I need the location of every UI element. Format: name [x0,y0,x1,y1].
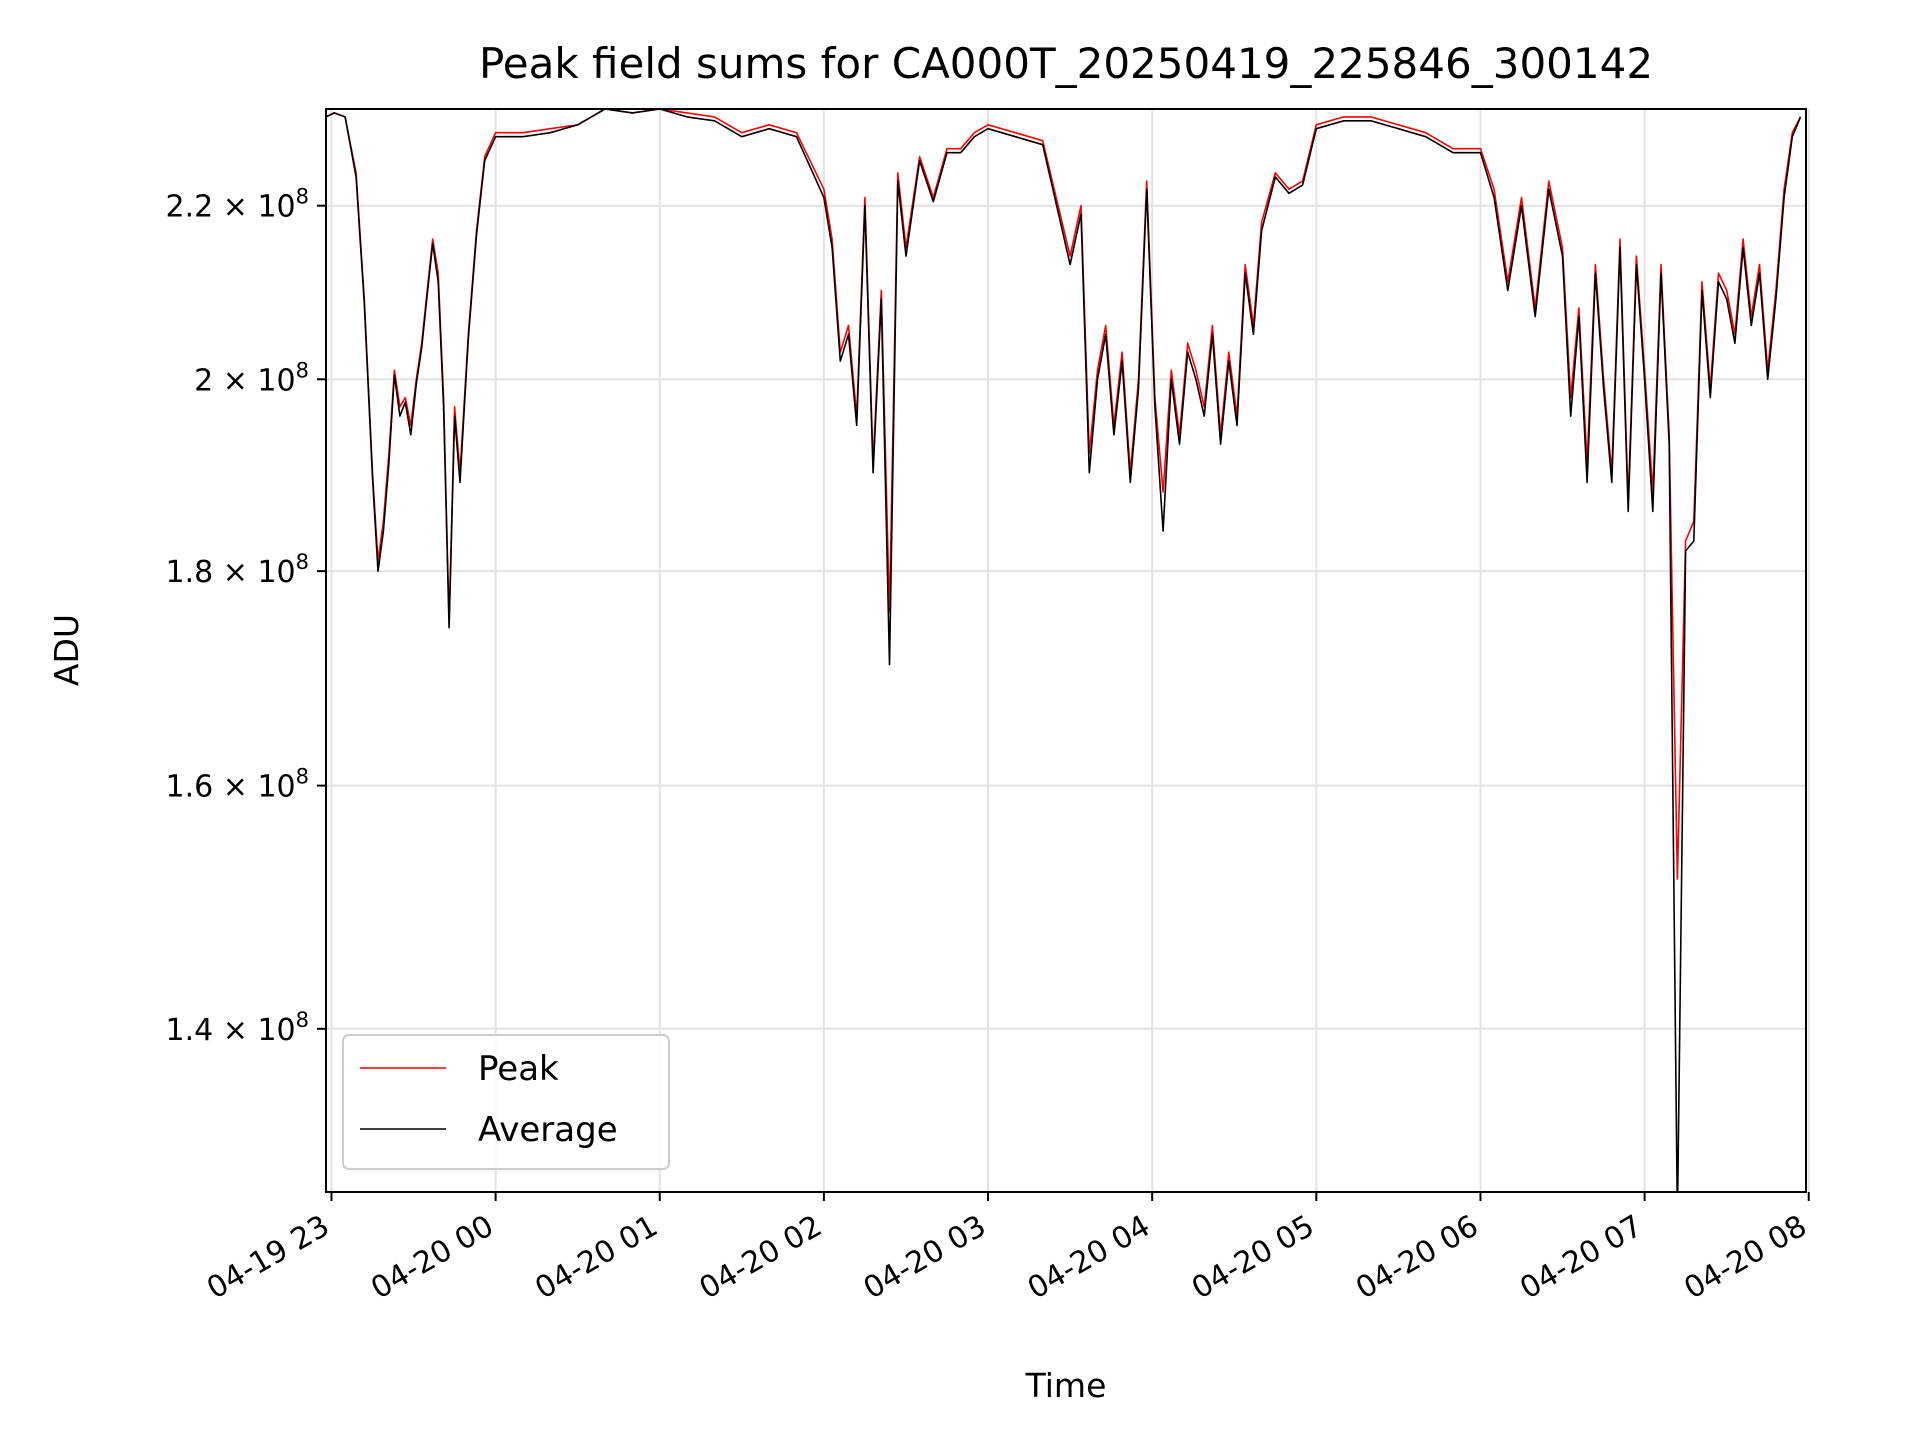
legend-label-peak: Peak [478,1049,559,1089]
chart-title: Peak field sums for CA000T_20250419_2258… [479,39,1653,88]
y-tick-label: 2 × 108 [194,358,309,398]
y-tick-label: 1.4 × 108 [166,1008,309,1048]
series-layer [326,109,1802,1192]
legend-label-average: Average [478,1110,618,1150]
y-axis: 1.4 × 108 1.6 × 108 1.8 × 108 2 × 108 2.2 × … [166,185,326,1048]
plot-frame [325,108,1807,1193]
y-axis-label: ADU [47,614,86,686]
legend: Peak Average [342,1034,670,1170]
y-tick-label: 2.2 × 108 [166,185,309,225]
series-line-average [326,109,1802,1192]
grid [326,109,1810,1192]
y-tick-label: 1.6 × 108 [166,765,309,805]
y-tick-label: 1.8 × 108 [166,550,309,590]
x-axis-label: Time [1025,1366,1107,1405]
